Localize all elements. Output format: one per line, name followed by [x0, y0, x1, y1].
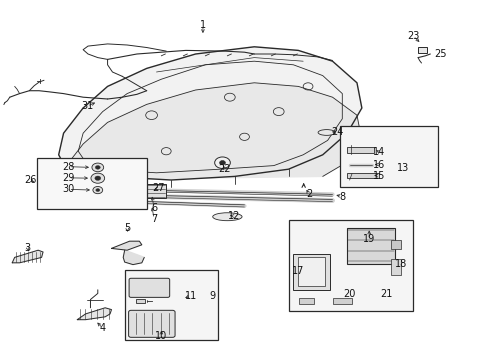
Text: 27: 27 — [152, 183, 165, 193]
Polygon shape — [77, 308, 111, 320]
Text: 26: 26 — [24, 175, 37, 185]
Text: 18: 18 — [394, 258, 407, 269]
Circle shape — [91, 173, 104, 183]
Text: 15: 15 — [372, 171, 385, 181]
Bar — [293, 254, 329, 290]
Bar — [136, 299, 144, 303]
Text: 19: 19 — [362, 234, 375, 244]
Polygon shape — [111, 241, 142, 250]
Bar — [37, 158, 146, 209]
Bar — [417, 47, 426, 53]
Text: 29: 29 — [62, 173, 75, 183]
Ellipse shape — [212, 213, 242, 221]
Text: 5: 5 — [124, 222, 130, 233]
Bar — [332, 298, 351, 304]
Bar — [346, 228, 394, 264]
Polygon shape — [59, 47, 361, 180]
Bar — [390, 259, 400, 275]
Bar — [346, 147, 373, 153]
Circle shape — [96, 189, 100, 192]
Text: 3: 3 — [25, 243, 31, 253]
Bar — [339, 126, 437, 187]
Text: 10: 10 — [155, 330, 167, 341]
Circle shape — [95, 166, 100, 169]
Text: 8: 8 — [339, 192, 345, 202]
Text: 1: 1 — [200, 20, 205, 30]
Text: 6: 6 — [151, 203, 157, 213]
Text: 30: 30 — [62, 184, 75, 194]
Circle shape — [95, 176, 101, 180]
Bar — [124, 270, 217, 340]
Text: 31: 31 — [81, 101, 93, 111]
Text: 11: 11 — [184, 291, 197, 301]
Bar — [137, 184, 166, 198]
Text: 25: 25 — [433, 49, 446, 59]
Text: 22: 22 — [218, 164, 231, 174]
FancyBboxPatch shape — [128, 310, 175, 337]
Circle shape — [92, 163, 103, 172]
Bar — [288, 220, 412, 311]
Text: 2: 2 — [305, 189, 311, 199]
Text: 21: 21 — [379, 289, 392, 300]
Ellipse shape — [317, 130, 335, 135]
Polygon shape — [123, 250, 144, 265]
Circle shape — [93, 186, 102, 194]
Text: 16: 16 — [372, 159, 385, 170]
FancyBboxPatch shape — [129, 278, 169, 297]
Text: 28: 28 — [62, 162, 75, 172]
Text: 13: 13 — [396, 163, 409, 174]
Polygon shape — [59, 83, 361, 180]
Text: 12: 12 — [227, 211, 240, 221]
Circle shape — [214, 157, 230, 168]
Bar — [390, 240, 400, 249]
Text: 20: 20 — [343, 289, 355, 300]
Text: 7: 7 — [151, 214, 157, 224]
Text: 24: 24 — [330, 127, 343, 138]
Bar — [299, 298, 313, 304]
Bar — [346, 173, 378, 178]
Text: 17: 17 — [291, 266, 304, 276]
Circle shape — [219, 161, 225, 165]
Text: 9: 9 — [209, 291, 215, 301]
Bar — [298, 257, 325, 286]
Text: 14: 14 — [372, 147, 385, 157]
Text: 4: 4 — [100, 323, 105, 333]
Polygon shape — [12, 250, 43, 263]
Text: 23: 23 — [406, 31, 419, 41]
